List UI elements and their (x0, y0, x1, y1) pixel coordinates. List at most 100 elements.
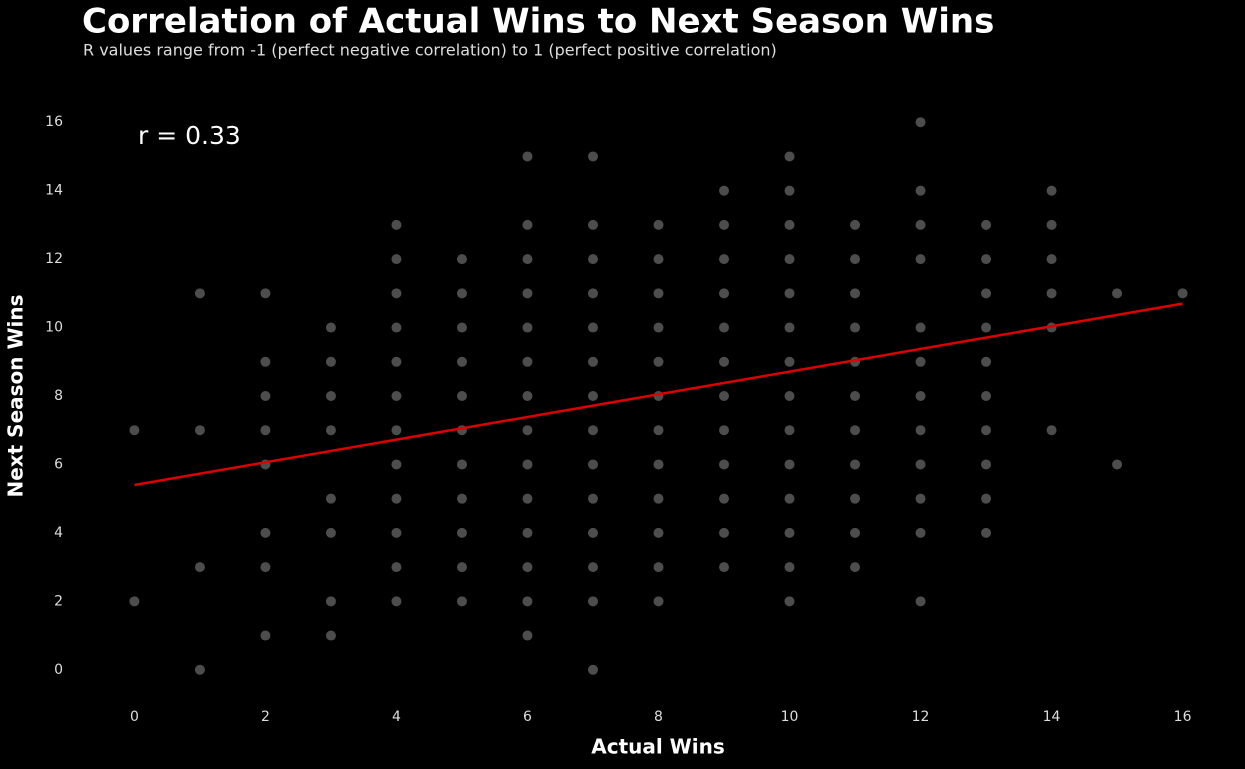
point (391, 254, 402, 265)
x-tick-label: 2 (261, 709, 270, 725)
point (260, 562, 271, 573)
point (391, 562, 402, 573)
point (1046, 185, 1057, 196)
point (719, 425, 730, 436)
point (784, 459, 795, 470)
point (915, 322, 926, 333)
point (587, 151, 598, 162)
x-tick-label: 12 (912, 709, 930, 725)
point (456, 562, 467, 573)
point (325, 527, 336, 538)
point (260, 288, 271, 299)
point (260, 527, 271, 538)
point (719, 391, 730, 401)
point (522, 151, 533, 162)
point (981, 527, 992, 538)
point (325, 596, 336, 607)
point (391, 288, 402, 299)
point (194, 562, 205, 573)
point (587, 493, 598, 504)
point (784, 493, 795, 504)
x-tick-label: 16 (1174, 709, 1192, 725)
point (719, 562, 730, 573)
point (653, 596, 664, 607)
point (391, 459, 402, 470)
point (522, 459, 533, 470)
point (522, 630, 533, 641)
point (456, 459, 467, 470)
y-tick-label: 16 (45, 114, 63, 130)
point (981, 459, 992, 470)
point (587, 425, 598, 436)
point (653, 254, 664, 265)
point (587, 664, 598, 675)
point (784, 151, 795, 162)
point (587, 322, 598, 333)
point (456, 322, 467, 333)
point (1177, 288, 1188, 299)
point (391, 527, 402, 538)
point (129, 425, 140, 436)
point (1046, 219, 1057, 230)
point (915, 493, 926, 504)
point (522, 254, 533, 265)
point (325, 630, 336, 641)
point (981, 391, 992, 401)
point (915, 459, 926, 470)
point (850, 459, 861, 470)
point (522, 391, 533, 401)
point (391, 425, 402, 436)
point (456, 356, 467, 367)
point (587, 219, 598, 230)
point (784, 425, 795, 436)
point (391, 219, 402, 230)
point (850, 527, 861, 538)
point (784, 356, 795, 367)
point (522, 562, 533, 573)
point (653, 356, 664, 367)
point (391, 391, 402, 401)
point (194, 664, 205, 675)
point (784, 288, 795, 299)
x-tick-label: 0 (130, 709, 139, 725)
point (981, 254, 992, 265)
point (391, 493, 402, 504)
point (129, 596, 140, 607)
y-tick-label: 0 (54, 662, 63, 678)
trend-line (134, 302, 1183, 487)
x-tick-label: 14 (1043, 709, 1061, 725)
point (719, 219, 730, 230)
point (719, 459, 730, 470)
point (325, 322, 336, 333)
point (719, 527, 730, 538)
point (260, 391, 271, 401)
point (850, 219, 861, 230)
point (1046, 425, 1057, 436)
point (719, 288, 730, 299)
point (850, 391, 861, 401)
y-tick-label: 12 (45, 251, 63, 267)
point (522, 425, 533, 436)
point (522, 288, 533, 299)
point (587, 288, 598, 299)
point (522, 527, 533, 538)
point (194, 425, 205, 436)
point (719, 322, 730, 333)
y-tick-label: 4 (54, 525, 63, 541)
x-tick-label: 10 (781, 709, 799, 725)
point (456, 288, 467, 299)
y-tick-label: 8 (54, 388, 63, 404)
point (587, 596, 598, 607)
point (456, 596, 467, 607)
point (784, 254, 795, 265)
point (915, 425, 926, 436)
point (325, 391, 336, 401)
point (653, 562, 664, 573)
point (784, 562, 795, 573)
point (653, 288, 664, 299)
point (981, 219, 992, 230)
point (850, 288, 861, 299)
y-tick-label: 2 (54, 593, 63, 609)
